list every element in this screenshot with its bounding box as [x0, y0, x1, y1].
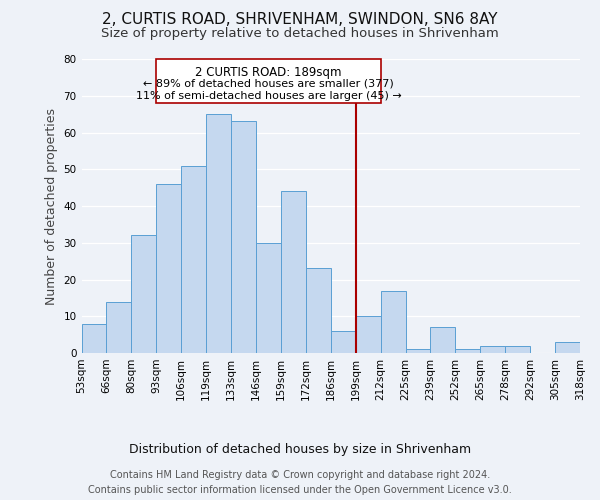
Bar	[505, 346, 530, 353]
Bar	[206, 114, 231, 353]
Y-axis label: Number of detached properties: Number of detached properties	[45, 108, 58, 304]
Text: Size of property relative to detached houses in Shrivenham: Size of property relative to detached ho…	[101, 28, 499, 40]
Text: 2, CURTIS ROAD, SHRIVENHAM, SWINDON, SN6 8AY: 2, CURTIS ROAD, SHRIVENHAM, SWINDON, SN6…	[102, 12, 498, 28]
Bar	[306, 268, 331, 353]
Bar	[455, 350, 481, 353]
Bar	[430, 328, 455, 353]
Bar	[356, 316, 380, 353]
Bar	[281, 192, 306, 353]
Bar	[157, 184, 181, 353]
Bar	[256, 243, 281, 353]
Bar	[157, 59, 380, 103]
Bar	[106, 302, 131, 353]
Bar	[331, 331, 356, 353]
Text: ← 89% of detached houses are smaller (377): ← 89% of detached houses are smaller (37…	[143, 78, 394, 88]
Text: 2 CURTIS ROAD: 189sqm: 2 CURTIS ROAD: 189sqm	[195, 66, 342, 78]
Bar	[555, 342, 580, 353]
Text: 11% of semi-detached houses are larger (45) →: 11% of semi-detached houses are larger (…	[136, 92, 401, 102]
Bar	[380, 290, 406, 353]
Bar	[82, 324, 106, 353]
Bar	[406, 350, 430, 353]
Bar	[481, 346, 505, 353]
Text: Contains HM Land Registry data © Crown copyright and database right 2024.
Contai: Contains HM Land Registry data © Crown c…	[88, 470, 512, 495]
Bar	[181, 166, 206, 353]
Text: Distribution of detached houses by size in Shrivenham: Distribution of detached houses by size …	[129, 442, 471, 456]
Bar	[231, 122, 256, 353]
Bar	[131, 236, 157, 353]
